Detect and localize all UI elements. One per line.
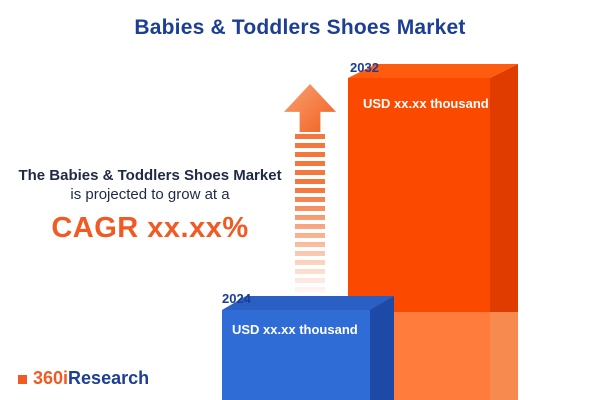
annotation-line-2: is projected to grow at a (70, 186, 230, 203)
bar-2032-side-lower-segment (490, 312, 518, 400)
bar-2032-value-label: USD xx.xx thousand (363, 96, 489, 111)
logo-text-360i: 360i (33, 368, 69, 388)
annotation-line-1: The Babies & Toddlers Shoes Market (18, 167, 282, 184)
bar-2024-front-face (222, 310, 370, 400)
brand-logo: 360iResearch (18, 368, 149, 389)
cagr-text: CAGR xx.xx% (51, 212, 249, 244)
bar-2024-year-label: 2024 (222, 291, 251, 306)
growth-arrow-dashed-shaft (295, 134, 325, 292)
bar-2024-value-label: USD xx.xx thousand (232, 322, 358, 337)
logo-text: 360iResearch (33, 368, 149, 389)
bar-2032-top-face (348, 64, 518, 78)
page-title: Babies & Toddlers Shoes Market (134, 16, 466, 39)
annotation-block: The Babies & Toddlers Shoes Market is pr… (0, 166, 300, 245)
logo-text-research: Research (68, 368, 150, 388)
bar-2032-year-label: 2032 (350, 60, 379, 75)
growth-arrow-icon (284, 84, 336, 132)
bar-2024-top-face (222, 296, 394, 310)
logo-square-icon (18, 375, 27, 384)
bar-2024-side-face (370, 296, 394, 400)
